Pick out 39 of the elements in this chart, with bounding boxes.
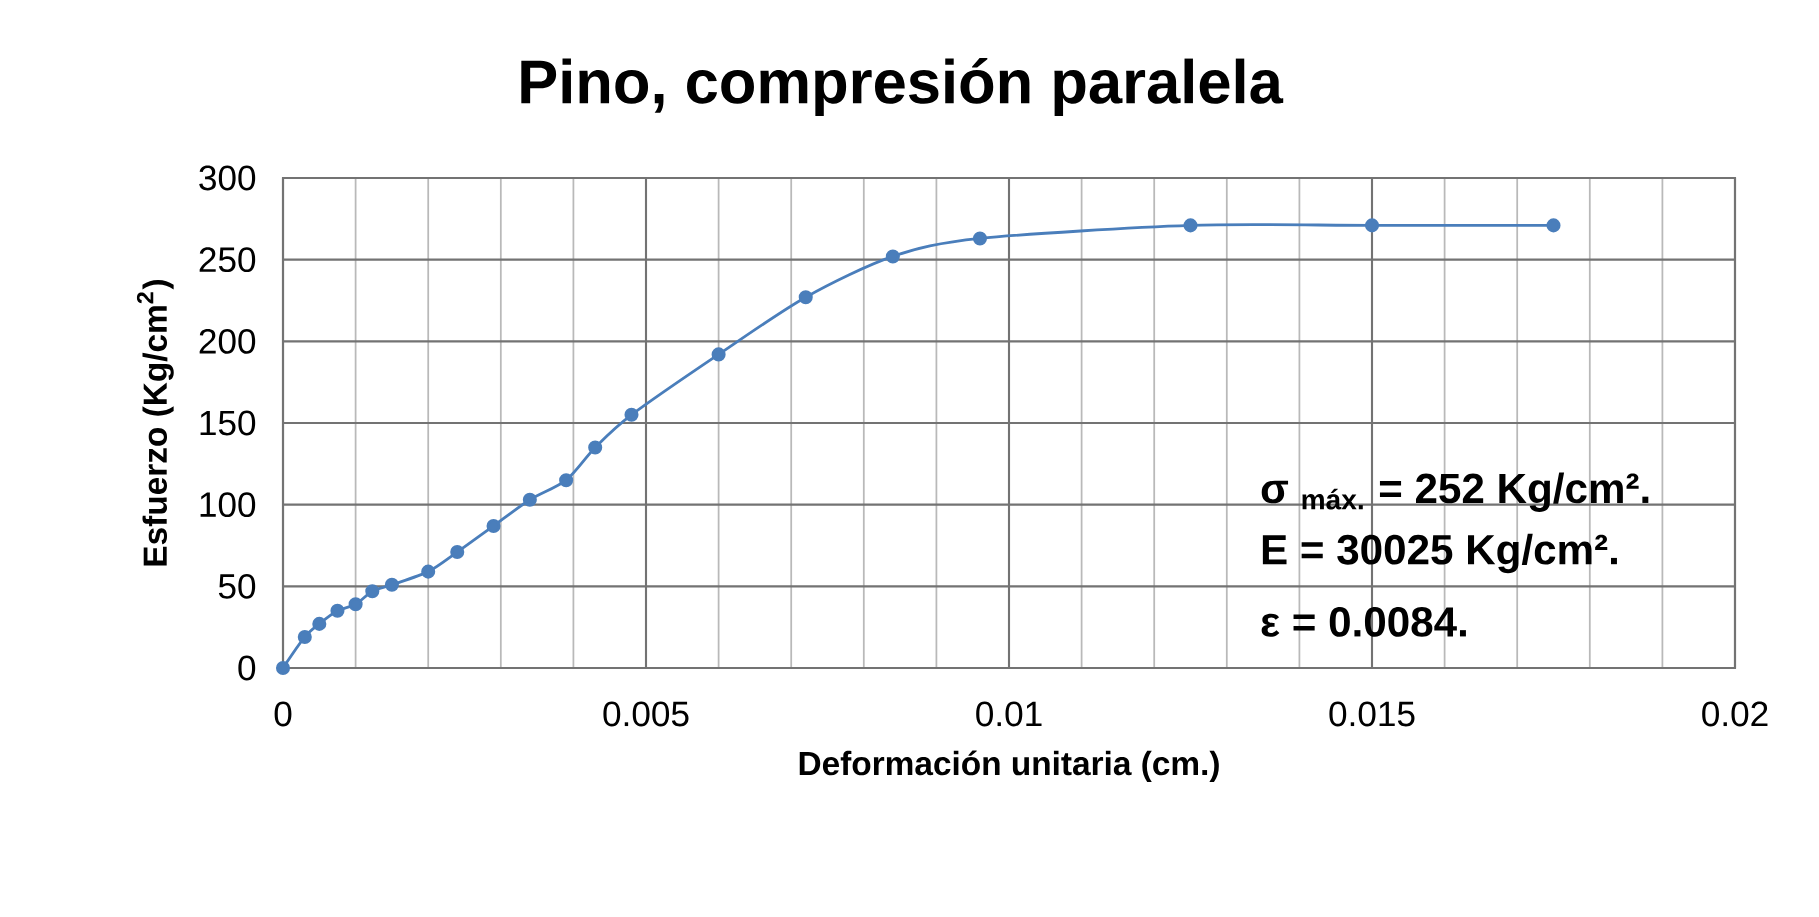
point: [297, 629, 312, 644]
annotation: E = 30025 Kg/cm².: [1262, 533, 1617, 574]
point: [275, 660, 291, 676]
y-tick-label: 0: [238, 655, 256, 681]
point: [330, 603, 345, 618]
point: [365, 584, 380, 599]
point: [798, 290, 813, 305]
x-tick-label: 0.015: [1329, 701, 1415, 727]
x-tick-label: 0.01: [976, 701, 1042, 727]
chart-title: Pino, compresión paralela: [521, 58, 1284, 116]
y-tick-label: 150: [200, 410, 256, 436]
point: [624, 407, 639, 422]
point: [972, 231, 987, 246]
annotation: σ $_{máx.}$ = 252 Kg/cm².: [1261, 472, 1649, 512]
point: [885, 249, 900, 264]
x-tick-label: 0.02: [1702, 701, 1768, 727]
y-tick-label: 200: [199, 328, 256, 354]
y-tick-label: 100: [200, 492, 256, 518]
point: [522, 492, 537, 507]
y-tick-label: 300: [199, 165, 256, 191]
point: [559, 473, 574, 488]
x-tick-label: 0.005: [603, 701, 689, 727]
point: [588, 440, 603, 455]
y-axis-title: Esfuerzo (Kg/cm$^{2}$): [136, 279, 174, 566]
point: [312, 616, 327, 631]
y-tick-label: 250: [199, 247, 256, 273]
point: [1546, 218, 1561, 233]
x-axis-title: Deformación unitaria (cm.): [799, 750, 1219, 782]
point: [384, 577, 399, 592]
point: [486, 518, 501, 533]
annotation: ε = 0.0084.: [1261, 606, 1466, 637]
point: [711, 347, 726, 362]
point: [421, 564, 436, 579]
point: [1183, 218, 1198, 233]
point: [450, 545, 465, 560]
point: [348, 597, 363, 612]
x-tick-label: 0: [274, 701, 292, 727]
point: [1364, 218, 1380, 233]
y-tick-label: 50: [218, 573, 256, 599]
